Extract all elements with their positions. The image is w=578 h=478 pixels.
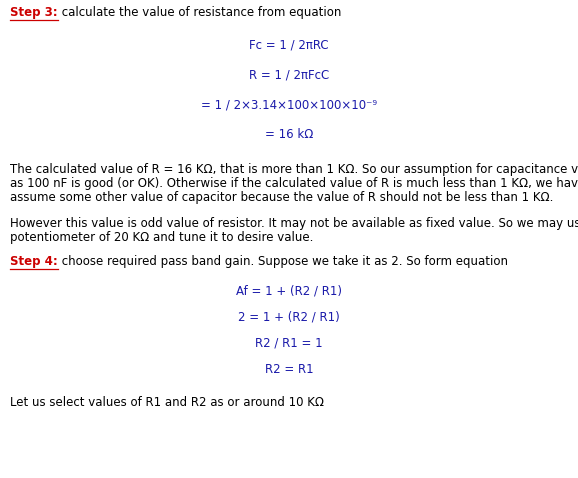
- Text: as 100 nF is good (or OK). Otherwise if the calculated value of R is much less t: as 100 nF is good (or OK). Otherwise if …: [10, 177, 578, 190]
- Text: The calculated value of R = 16 KΩ, that is more than 1 KΩ. So our assumption for: The calculated value of R = 16 KΩ, that …: [10, 163, 578, 176]
- Text: potentiometer of 20 KΩ and tune it to desire value.: potentiometer of 20 KΩ and tune it to de…: [10, 231, 313, 244]
- Text: assume some other value of capacitor because the value of R should not be less t: assume some other value of capacitor bec…: [10, 191, 553, 204]
- Text: R2 / R1 = 1: R2 / R1 = 1: [255, 337, 323, 350]
- Text: Fc = 1 / 2πRC: Fc = 1 / 2πRC: [249, 38, 329, 51]
- Text: 2 = 1 + (R2 / R1): 2 = 1 + (R2 / R1): [238, 311, 340, 324]
- Text: Af = 1 + (R2 / R1): Af = 1 + (R2 / R1): [236, 285, 342, 298]
- Text: = 1 / 2×3.14×100×100×10⁻⁹: = 1 / 2×3.14×100×100×10⁻⁹: [201, 98, 377, 111]
- Text: Step 4:: Step 4:: [10, 255, 58, 268]
- Text: Step 3:: Step 3:: [10, 6, 58, 19]
- Text: calculate the value of resistance from equation: calculate the value of resistance from e…: [58, 6, 341, 19]
- Text: Let us select values of R1 and R2 as or around 10 KΩ: Let us select values of R1 and R2 as or …: [10, 396, 324, 409]
- Text: = 16 kΩ: = 16 kΩ: [265, 128, 313, 141]
- Text: choose required pass band gain. Suppose we take it as 2. So form equation: choose required pass band gain. Suppose …: [58, 255, 507, 268]
- Text: R2 = R1: R2 = R1: [265, 363, 313, 376]
- Text: R = 1 / 2πFcC: R = 1 / 2πFcC: [249, 68, 329, 81]
- Text: However this value is odd value of resistor. It may not be available as fixed va: However this value is odd value of resis…: [10, 217, 578, 230]
